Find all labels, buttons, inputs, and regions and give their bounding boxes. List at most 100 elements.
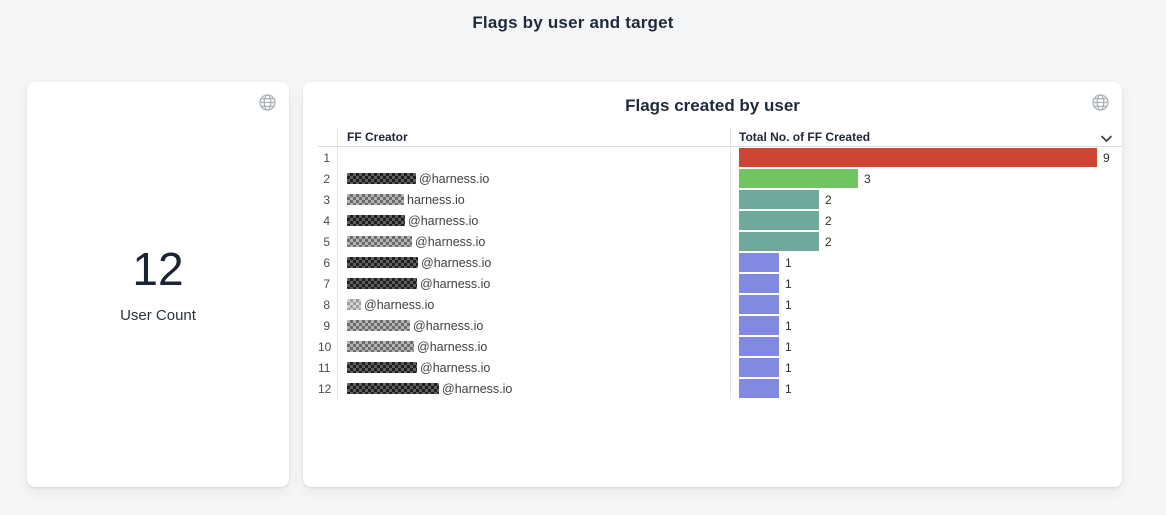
row-rank: 6 — [323, 255, 330, 270]
table-row: 9 @harness.io 1 — [318, 315, 1122, 336]
bar-cell: 3 — [730, 168, 1122, 189]
bar-cell: 2 — [730, 189, 1122, 210]
bar-cell: 1 — [730, 315, 1122, 336]
redacted-text — [347, 362, 417, 373]
bar-value: 3 — [864, 171, 871, 186]
bar-cell: 1 — [730, 294, 1122, 315]
bar[interactable] — [739, 253, 779, 272]
tile-title: Flags created by user — [625, 96, 800, 115]
row-rank: 8 — [323, 297, 330, 312]
bar[interactable] — [739, 274, 779, 293]
redacted-text — [347, 215, 405, 226]
bar-cell: 1 — [730, 273, 1122, 294]
column-header-total-ff-created[interactable]: Total No. of FF Created — [730, 128, 1122, 146]
creator-email: @harness.io — [413, 318, 484, 333]
creator-cell: @harness.io — [337, 231, 730, 252]
bar[interactable] — [739, 295, 779, 314]
bar-value: 1 — [785, 360, 792, 375]
table-row: 8 @harness.io 1 — [318, 294, 1122, 315]
row-rank: 4 — [323, 213, 330, 228]
redacted-text — [347, 320, 410, 331]
creator-cell: harness.io — [337, 189, 730, 210]
bar-value: 1 — [785, 297, 792, 312]
bar-value: 1 — [785, 381, 792, 396]
column-header-ff-creator[interactable]: FF Creator — [337, 128, 730, 146]
table-row: 10 @harness.io 1 — [318, 336, 1122, 357]
table-row: 12 @harness.io 1 — [318, 378, 1122, 399]
bar-value: 1 — [785, 276, 792, 291]
creator-email: @harness.io — [442, 381, 513, 396]
bar[interactable] — [739, 358, 779, 377]
bar[interactable] — [739, 337, 779, 356]
row-rank: 12 — [318, 381, 332, 396]
creator-email: @harness.io — [419, 171, 490, 186]
redacted-text — [347, 383, 439, 394]
bar[interactable] — [739, 169, 858, 188]
globe-icon — [258, 93, 277, 112]
creator-email: @harness.io — [408, 213, 479, 228]
bar-cell: 1 — [730, 357, 1122, 378]
creator-cell: @harness.io — [337, 315, 730, 336]
bar-cell: 2 — [730, 210, 1122, 231]
bar[interactable] — [739, 190, 819, 209]
bar[interactable] — [739, 232, 819, 251]
bar[interactable] — [739, 316, 779, 335]
bar-value: 9 — [1103, 150, 1110, 165]
creator-cell: @harness.io — [337, 294, 730, 315]
globe-icon — [1091, 93, 1110, 112]
bar-value: 2 — [825, 213, 832, 228]
table-body: 1 9 2 @harness.io 3 3 harness.io 2 4 @harness.io 2… — [318, 147, 1122, 399]
row-rank: 9 — [323, 318, 330, 333]
redacted-text — [347, 236, 412, 247]
flags-table: FF Creator Total No. of FF Created 1 9 2 @h… — [318, 128, 1122, 399]
redacted-text — [347, 341, 414, 352]
creator-email: harness.io — [407, 192, 465, 207]
bar-cell: 1 — [730, 336, 1122, 357]
flags-created-tile: Flags created by user FF Creator Total N… — [303, 82, 1122, 487]
creator-cell: @harness.io — [337, 357, 730, 378]
table-row: 7 @harness.io 1 — [318, 273, 1122, 294]
row-rank: 2 — [323, 171, 330, 186]
table-row: 3 harness.io 2 — [318, 189, 1122, 210]
bar[interactable] — [739, 379, 779, 398]
row-rank: 1 — [323, 150, 330, 165]
creator-email: @harness.io — [364, 297, 435, 312]
creator-cell: @harness.io — [337, 336, 730, 357]
table-row: 11 @harness.io 1 — [318, 357, 1122, 378]
creator-cell: @harness.io — [337, 252, 730, 273]
row-rank: 5 — [323, 234, 330, 249]
row-rank: 11 — [318, 360, 331, 375]
bar-cell: 1 — [730, 252, 1122, 273]
table-row: 6 @harness.io 1 — [318, 252, 1122, 273]
bar-value: 2 — [825, 192, 832, 207]
creator-email: @harness.io — [421, 255, 492, 270]
creator-email: @harness.io — [417, 339, 488, 354]
bar[interactable] — [739, 148, 1097, 167]
creator-cell: @harness.io — [337, 273, 730, 294]
creator-email: @harness.io — [420, 360, 491, 375]
creator-cell: @harness.io — [337, 210, 730, 231]
table-header-row: FF Creator Total No. of FF Created — [318, 128, 1122, 147]
bar-cell: 2 — [730, 231, 1122, 252]
user-count-value: 12 — [132, 242, 184, 295]
creator-cell — [337, 147, 730, 168]
bar-value: 1 — [785, 318, 792, 333]
row-rank: 10 — [318, 339, 332, 354]
creator-email: @harness.io — [420, 276, 491, 291]
redacted-text — [347, 257, 418, 268]
redacted-text — [347, 299, 361, 310]
user-count-tile: 12 User Count — [27, 82, 289, 487]
bar-cell: 1 — [730, 378, 1122, 399]
creator-email: @harness.io — [415, 234, 486, 249]
row-rank: 3 — [323, 192, 330, 207]
chevron-down-icon[interactable] — [1100, 131, 1113, 142]
row-rank: 7 — [323, 276, 330, 291]
bar[interactable] — [739, 211, 819, 230]
table-row: 5 @harness.io 2 — [318, 231, 1122, 252]
table-row: 2 @harness.io 3 — [318, 168, 1122, 189]
redacted-text — [347, 278, 417, 289]
bar-cell: 9 — [730, 147, 1122, 168]
bar-value: 1 — [785, 339, 792, 354]
creator-cell: @harness.io — [337, 168, 730, 189]
